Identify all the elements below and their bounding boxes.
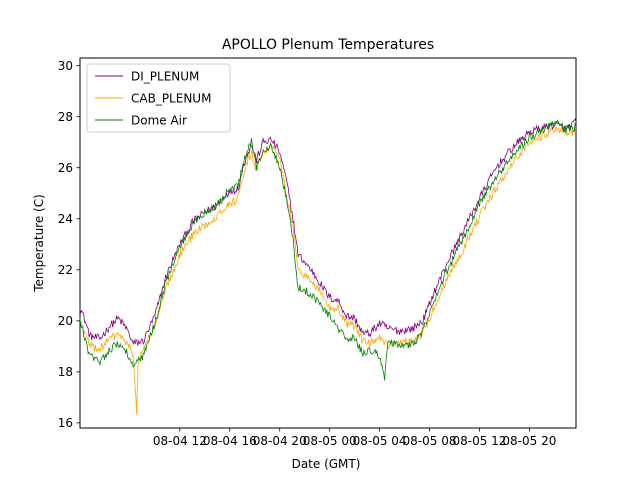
y-tick-label: 26	[58, 161, 73, 175]
legend-items: DI_PLENUM CAB_PLENUM Dome Air	[95, 69, 211, 127]
y-tick-label: 24	[58, 212, 73, 226]
y-tick-label: 18	[58, 365, 73, 379]
y-tick-label: 28	[58, 110, 73, 124]
series-layer	[79, 118, 577, 415]
x-tick-label: 08-05 04	[353, 434, 407, 448]
x-tick-label: 08-05 20	[502, 434, 556, 448]
x-tick-label: 08-04 12	[153, 434, 207, 448]
series-line-dome-air	[79, 119, 577, 381]
y-tick-label: 22	[58, 263, 73, 277]
y-axis-label: Temperature (C)	[32, 194, 46, 293]
series-line-cab-plenum	[79, 126, 577, 415]
x-axis-label: Date (GMT)	[292, 457, 361, 471]
x-tick-label: 08-04 20	[253, 434, 307, 448]
legend-label: Dome Air	[131, 113, 187, 127]
y-tick-label: 16	[58, 416, 73, 430]
y-tick-label: 30	[58, 59, 73, 73]
x-tick-label: 08-05 08	[403, 434, 457, 448]
x-tick-label: 08-04 16	[203, 434, 257, 448]
legend-box	[86, 63, 231, 133]
chart-title: APOLLO Plenum Temperatures	[222, 37, 434, 53]
x-tick-label: 08-05 00	[303, 434, 357, 448]
legend-label: DI_PLENUM	[131, 69, 199, 83]
plot-frame	[79, 57, 577, 429]
legend-label: CAB_PLENUM	[131, 91, 211, 105]
legend: DI_PLENUM CAB_PLENUM Dome Air	[86, 63, 231, 133]
y-axis: 16 18 20 22 24 26 28 30	[58, 59, 80, 430]
x-tick-label: 08-05 12	[452, 434, 506, 448]
series-line-di-plenum	[79, 118, 577, 346]
y-tick-label: 20	[58, 314, 73, 328]
